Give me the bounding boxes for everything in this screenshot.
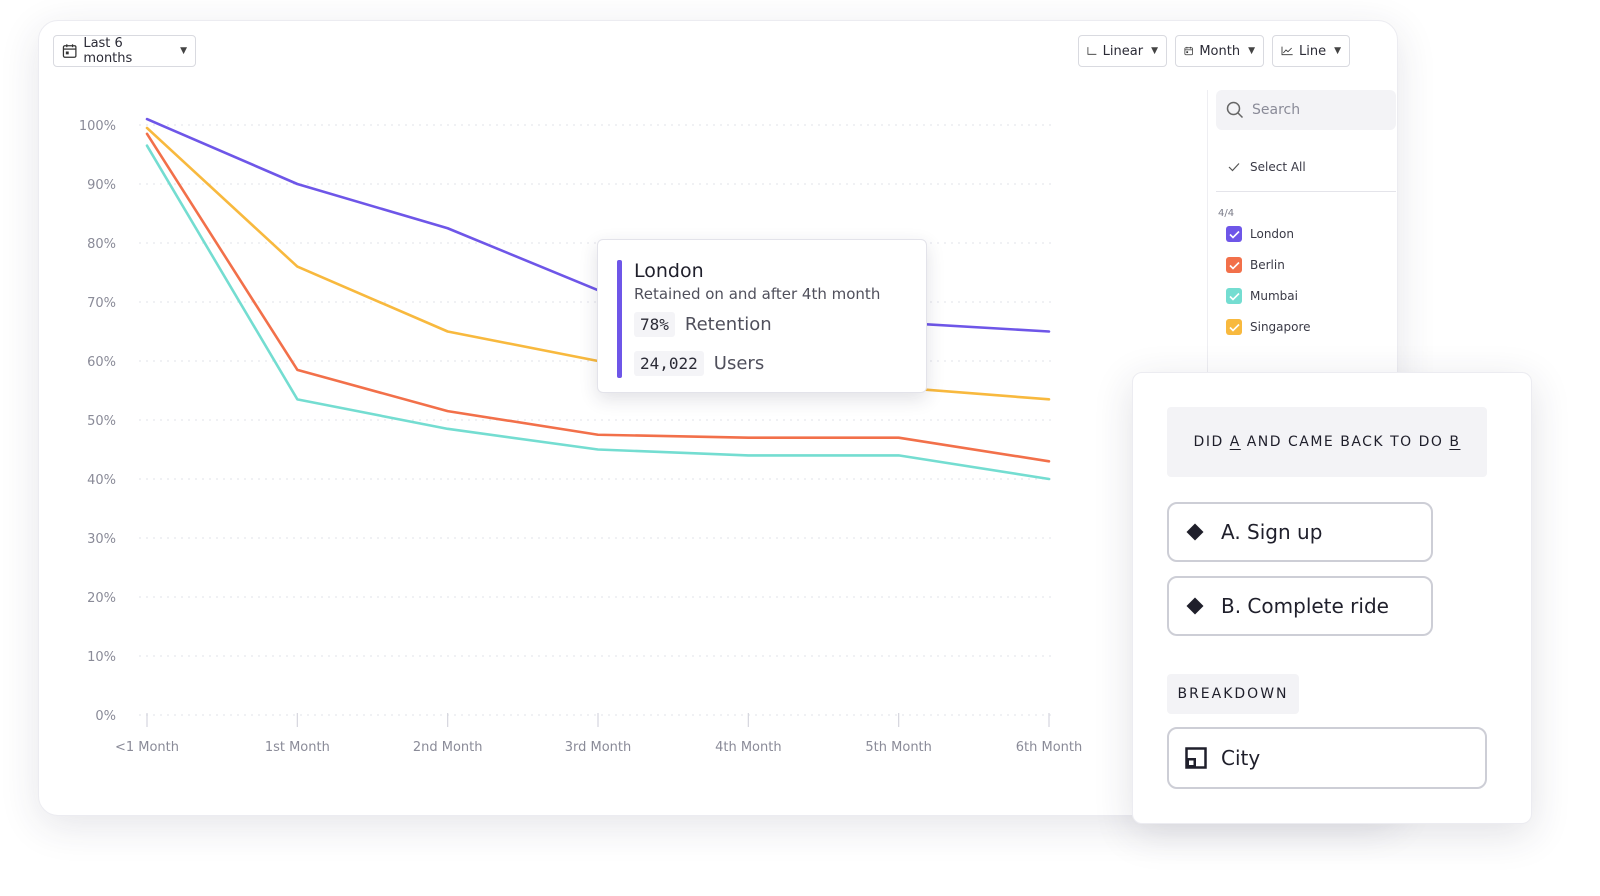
checkbox-singapore[interactable] <box>1226 319 1242 335</box>
y-tick-label: 10% <box>87 650 116 665</box>
tooltip-users-label: Users <box>713 353 765 374</box>
scale-label: Linear <box>1102 43 1144 59</box>
data-tooltip: London Retained on and after 4th month 7… <box>597 239 927 393</box>
legend-count: 4/4 <box>1218 208 1235 219</box>
date-range-dropdown[interactable]: Last 6 months ▼ <box>53 35 196 67</box>
tooltip-subtitle: Retained on and after 4th month <box>634 285 881 303</box>
tooltip-users-row: 24,022 Users <box>634 351 764 376</box>
series-line-mumbai[interactable] <box>145 144 1051 481</box>
chevron-down-icon: ▼ <box>1334 46 1341 56</box>
event-b-button[interactable]: B. Complete ride <box>1167 576 1433 636</box>
y-tick-label: 50% <box>87 414 116 429</box>
y-tick-label: 0% <box>95 709 116 724</box>
check-icon <box>1228 230 1240 239</box>
legend-search[interactable] <box>1216 90 1396 130</box>
interval-dropdown[interactable]: Month ▼ <box>1175 35 1264 67</box>
query-text-mid: AND CAME BACK TO DO <box>1240 434 1450 450</box>
retention-line-chart: 0% 10% 20% 30% 40% 50% 60% 70% 80% 90% 100% <1 Mont… <box>79 117 1083 755</box>
axis-icon <box>1087 47 1097 55</box>
x-tick-label: 6th Month <box>1016 740 1083 755</box>
checkbox-berlin[interactable] <box>1226 257 1242 273</box>
tooltip-title: London <box>634 260 704 282</box>
chart-type-label: Line <box>1298 43 1327 59</box>
x-tick-label: 3rd Month <box>565 740 632 755</box>
legend-item-mumbai[interactable]: Mumbai <box>1226 288 1298 304</box>
legend-label-singapore: Singapore <box>1250 320 1311 334</box>
y-tick-label: 20% <box>87 591 116 606</box>
query-description: DID A AND CAME BACK TO DO B <box>1167 407 1487 477</box>
calendar-icon <box>62 44 77 58</box>
checkbox-mumbai[interactable] <box>1226 288 1242 304</box>
legend-item-london[interactable]: London <box>1226 226 1294 242</box>
legend-label-london: London <box>1250 227 1294 241</box>
calendar-icon <box>1184 46 1193 56</box>
check-icon <box>1228 323 1240 332</box>
search-icon <box>1226 101 1244 119</box>
tooltip-users-value: 24,022 <box>634 351 704 376</box>
tooltip-retention-label: Retention <box>684 314 772 335</box>
query-builder-panel: DID A AND CAME BACK TO DO B A. Sign up B… <box>1132 372 1532 824</box>
chart-type-dropdown[interactable]: Line ▼ <box>1272 35 1350 67</box>
select-all-label: Select All <box>1250 160 1306 174</box>
y-tick-label: 90% <box>87 178 116 193</box>
breakdown-city-button[interactable]: City <box>1167 727 1487 789</box>
event-diamond-icon <box>1186 523 1204 541</box>
x-tick-label: 1st Month <box>265 740 330 755</box>
breakdown-city-label: City <box>1221 746 1261 770</box>
x-tick-label: <1 Month <box>115 740 179 755</box>
scale-dropdown[interactable]: Linear ▼ <box>1078 35 1167 67</box>
legend-divider <box>1216 191 1396 192</box>
chevron-down-icon: ▼ <box>1151 46 1158 56</box>
legend-label-mumbai: Mumbai <box>1250 289 1298 303</box>
legend-label-berlin: Berlin <box>1250 258 1285 272</box>
query-event-a-ref: A <box>1229 434 1241 450</box>
check-icon <box>1228 261 1240 270</box>
tooltip-retention-value: 78% <box>634 312 675 337</box>
legend-search-input[interactable] <box>1252 102 1372 118</box>
date-range-label: Last 6 months <box>83 36 133 66</box>
legend-item-berlin[interactable]: Berlin <box>1226 257 1285 273</box>
event-diamond-icon <box>1186 597 1204 615</box>
line-chart-icon <box>1281 46 1293 56</box>
checkbox-london[interactable] <box>1226 226 1242 242</box>
legend-panel: Select All 4/4 London Berlin Mumbai Sing… <box>1207 90 1396 410</box>
check-icon <box>1228 163 1240 172</box>
y-tick-label: 60% <box>87 355 116 370</box>
chevron-down-icon: ▼ <box>1248 46 1255 56</box>
y-tick-label: 70% <box>87 296 116 311</box>
check-icon <box>1228 292 1240 301</box>
breakdown-heading: BREAKDOWN <box>1167 674 1299 714</box>
x-tick-label: 4th Month <box>715 740 782 755</box>
series-line-berlin[interactable] <box>145 132 1051 463</box>
x-tick-label: 2nd Month <box>413 740 483 755</box>
y-tick-label: 80% <box>87 237 116 252</box>
event-a-label: A. Sign up <box>1221 520 1323 544</box>
interval-label: Month <box>1199 43 1241 59</box>
y-tick-label: 30% <box>87 532 116 547</box>
x-tick-label: 5th Month <box>865 740 932 755</box>
y-tick-label: 100% <box>79 119 116 134</box>
property-icon <box>1185 747 1207 769</box>
query-event-b-ref: B <box>1449 434 1461 450</box>
event-a-button[interactable]: A. Sign up <box>1167 502 1433 562</box>
select-all-button[interactable]: Select All <box>1228 160 1306 174</box>
tooltip-retention-row: 78% Retention <box>634 312 772 337</box>
event-b-label: B. Complete ride <box>1221 594 1389 618</box>
query-text-prefix: DID <box>1193 434 1230 450</box>
tooltip-color-bar <box>617 260 622 378</box>
legend-item-singapore[interactable]: Singapore <box>1226 319 1311 335</box>
chevron-down-icon: ▼ <box>180 46 187 56</box>
y-tick-label: 40% <box>87 473 116 488</box>
